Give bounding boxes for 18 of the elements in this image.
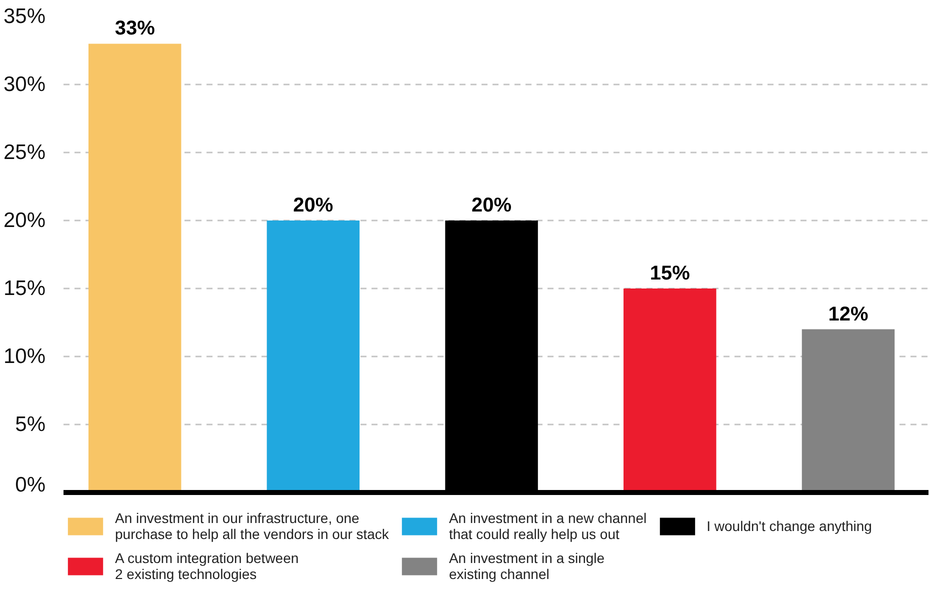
y-tick-label: 10%: [3, 345, 46, 368]
y-tick-label: 25%: [3, 141, 46, 164]
data-label: 20%: [472, 194, 512, 216]
data-label: 15%: [650, 262, 690, 284]
data-label: 12%: [828, 303, 868, 326]
y-tick-label: 30%: [3, 73, 46, 96]
legend-label: An investment in a new channel that could really help us out: [448, 510, 647, 542]
data-label: 20%: [293, 194, 334, 216]
legend-label: An investment in a single existing channel: [448, 550, 605, 582]
y-tick-label: 35%: [3, 5, 46, 28]
legend-label: I wouldn't change anything: [706, 518, 872, 534]
legend-label: An investment in our infrastructure, one purchase to help all the vendors in our stack: [115, 510, 389, 542]
y-tick-label: 5%: [15, 413, 46, 436]
y-tick-label: 20%: [3, 209, 46, 232]
data-label: 33%: [114, 18, 156, 40]
y-tick-label: 0%: [15, 474, 46, 496]
legend-label: A custom integration between 2 existing technologies: [115, 550, 299, 582]
y-tick-label: 15%: [3, 277, 46, 300]
